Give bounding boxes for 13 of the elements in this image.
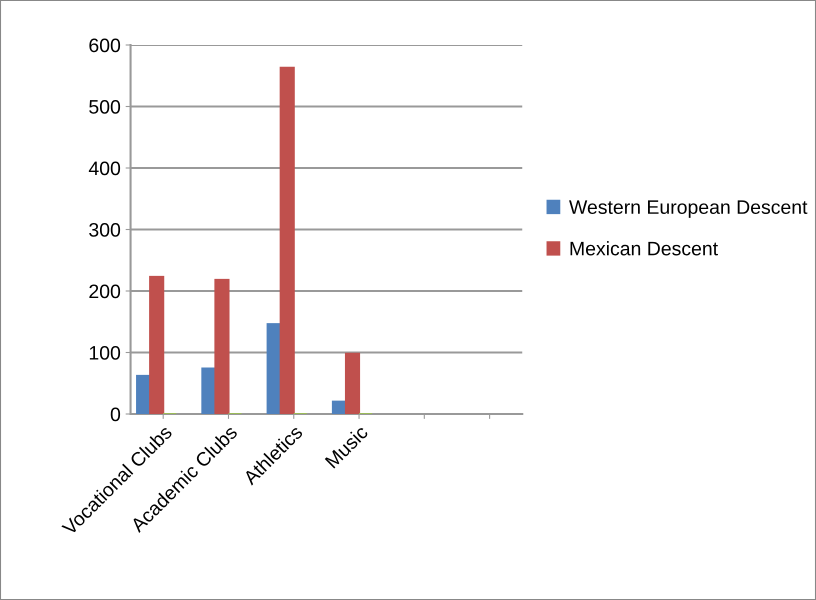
bar	[280, 66, 295, 414]
y-tick-label: 100	[90, 346, 120, 360]
legend-label: Mexican Descent	[570, 241, 718, 256]
legend-label: Western European Descent	[569, 200, 808, 218]
bar	[344, 352, 360, 414]
bar	[149, 276, 164, 414]
bar	[214, 278, 230, 414]
y-tick-label: 300	[89, 222, 120, 237]
y-tick-label: 500	[89, 100, 120, 114]
y-tick-label: 600	[89, 38, 120, 52]
y-tick-label: 0	[110, 407, 120, 422]
y-tick-label: 200	[89, 284, 120, 298]
y-tick-label: 400	[88, 161, 120, 176]
